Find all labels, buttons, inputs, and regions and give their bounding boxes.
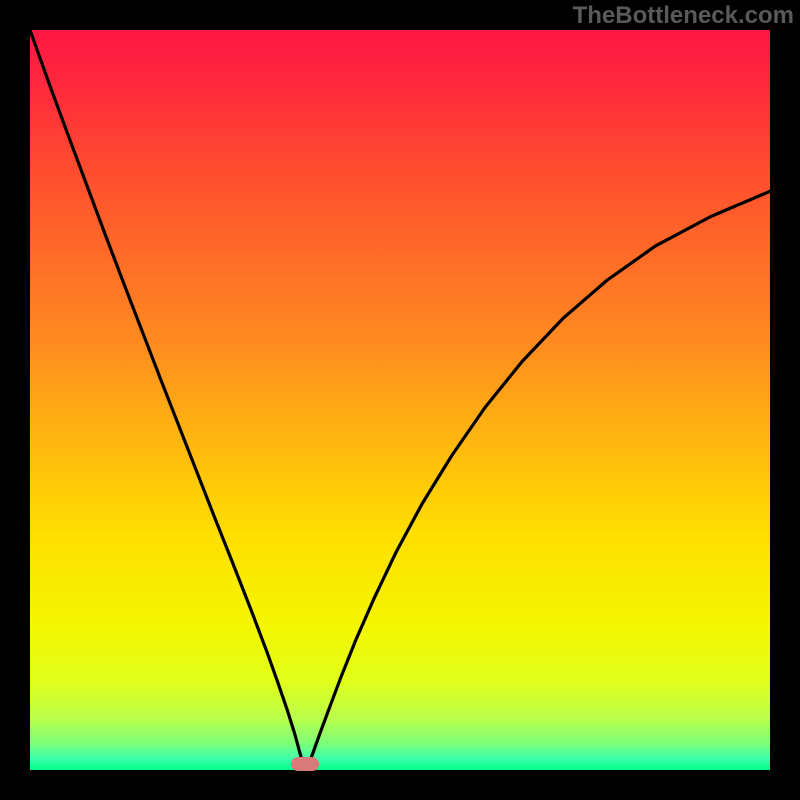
- chart-container: TheBottleneck.com: [0, 0, 800, 800]
- plot-area: [30, 30, 770, 770]
- watermark-text: TheBottleneck.com: [573, 2, 794, 30]
- minimum-marker: [291, 757, 319, 771]
